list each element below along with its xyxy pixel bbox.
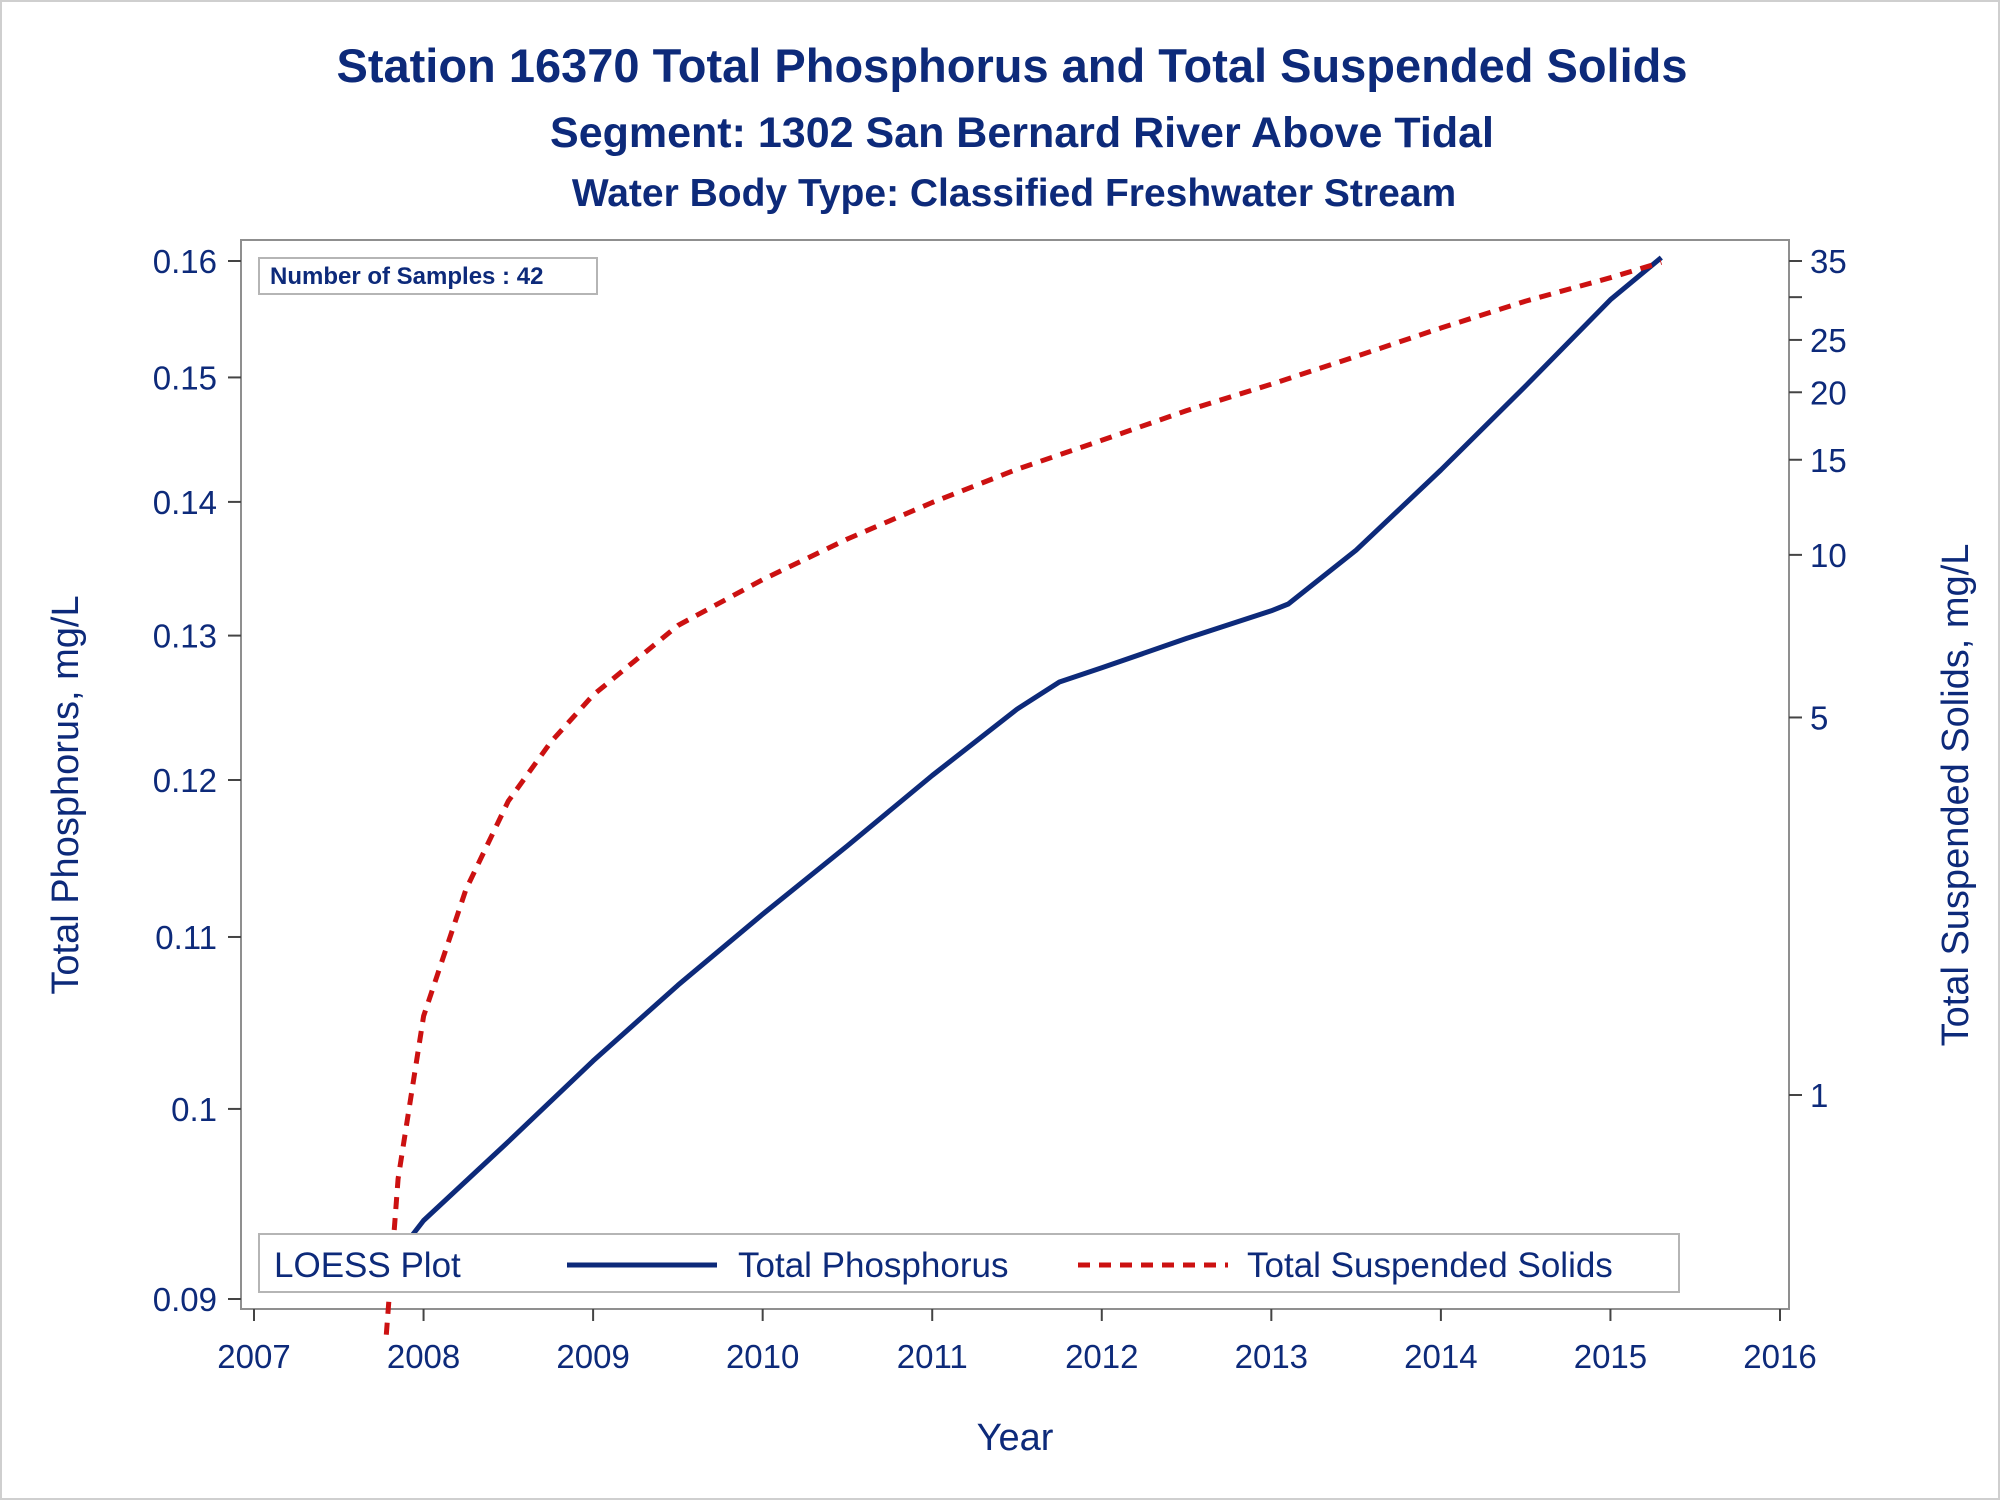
legend-label-total-phosphorus: Total Phosphorus	[738, 1246, 1008, 1285]
y2-tick-label: 25	[1810, 322, 1847, 359]
samples-inset-box	[258, 257, 598, 295]
chart-subtitle: Segment: 1302 San Bernard River Above Ti…	[550, 109, 1494, 157]
y-tick-label: 0.15	[153, 359, 217, 396]
samples-inset-text: Number of Samples : 42	[270, 263, 543, 290]
y-tick-label: 0.13	[153, 618, 217, 655]
y-tick-label: 0.12	[153, 762, 217, 799]
y2-tick-label: 10	[1810, 537, 1847, 574]
y-tick-label: 0.1	[171, 1091, 217, 1128]
x-tick-label: 2012	[1065, 1338, 1138, 1375]
y2-tick-label: 1	[1810, 1077, 1828, 1114]
x-tick-label: 2011	[897, 1338, 968, 1375]
chart-title: Station 16370 Total Phosphorus and Total…	[337, 39, 1688, 92]
x-tick-label: 2009	[556, 1338, 629, 1375]
x-tick-label: 2014	[1404, 1338, 1477, 1375]
x-tick-label: 2007	[217, 1338, 290, 1375]
legend-box	[258, 1233, 1680, 1293]
y-tick-label: 0.09	[153, 1281, 217, 1318]
y-tick-label: 0.11	[155, 919, 217, 956]
series-line-total-phosphorus	[396, 255, 1663, 1256]
chart-subtitle-2: Water Body Type: Classified Freshwater S…	[572, 172, 1456, 215]
x-tick-label: 2013	[1235, 1338, 1308, 1375]
y-tick-label: 0.14	[153, 484, 217, 521]
y-axis-label: Total Phosphorus, mg/L	[45, 595, 87, 994]
series-line-total-suspended-solids	[383, 259, 1663, 1335]
y2-tick-label: 35	[1810, 243, 1847, 280]
x-tick-label: 2008	[387, 1338, 460, 1375]
y2-tick-label: 20	[1810, 374, 1847, 411]
x-tick-label: 2015	[1574, 1338, 1647, 1375]
x-tick-label: 2016	[1743, 1338, 1816, 1375]
plot-frame	[240, 239, 1790, 1310]
legend-label-total-suspended-solids: Total Suspended Solids	[1247, 1246, 1613, 1285]
x-axis-label: Year	[977, 1417, 1054, 1459]
y2-tick-label: 15	[1810, 442, 1847, 479]
y2-tick-label: 5	[1810, 699, 1828, 736]
x-tick-label: 2010	[726, 1338, 799, 1375]
y2-axis-label: Total Suspended Solids, mg/L	[1935, 544, 1977, 1047]
plot-area: 2007 2008 2009 2010 2011 2012 2013 2014 2015 2016…	[153, 239, 1847, 1375]
legend-title: LOESS Plot	[274, 1246, 461, 1285]
y-tick-label: 0.16	[153, 243, 217, 280]
